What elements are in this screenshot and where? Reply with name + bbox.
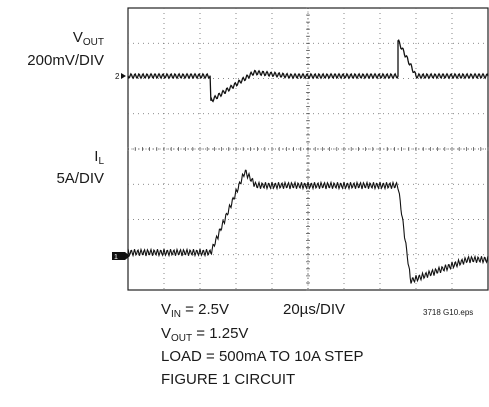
il-channel-name: IL: [94, 148, 104, 167]
vin-annotation: VIN = 2.5V: [161, 301, 229, 320]
ch2-marker: 2: [115, 72, 126, 81]
load-annotation: LOAD = 500mA TO 10A STEP: [161, 348, 364, 365]
vout-channel-name: VOUT: [72, 29, 104, 48]
vout-channel-scale: 200mV/DIV: [27, 52, 104, 69]
ch1-marker-box: [112, 252, 125, 260]
ch2-marker-arrow: [121, 73, 126, 79]
ch2-marker-label: 2: [115, 72, 120, 81]
vout-trace: [127, 39, 489, 103]
il-channel-scale: 5A/DIV: [56, 170, 104, 187]
ch1-marker-label: 1: [114, 254, 118, 261]
ch1-marker-arrow: [125, 252, 130, 260]
timebase-label: 20µs/DIV: [283, 301, 345, 318]
ch1-marker: 1: [112, 252, 130, 261]
figure-annotation: FIGURE 1 CIRCUIT: [161, 371, 296, 388]
figure-code: 3718 G10.eps: [423, 308, 474, 317]
scope-grid: [127, 7, 489, 291]
vout-annotation: VOUT = 1.25V: [161, 325, 249, 344]
inductor-current-trace: [127, 169, 489, 284]
